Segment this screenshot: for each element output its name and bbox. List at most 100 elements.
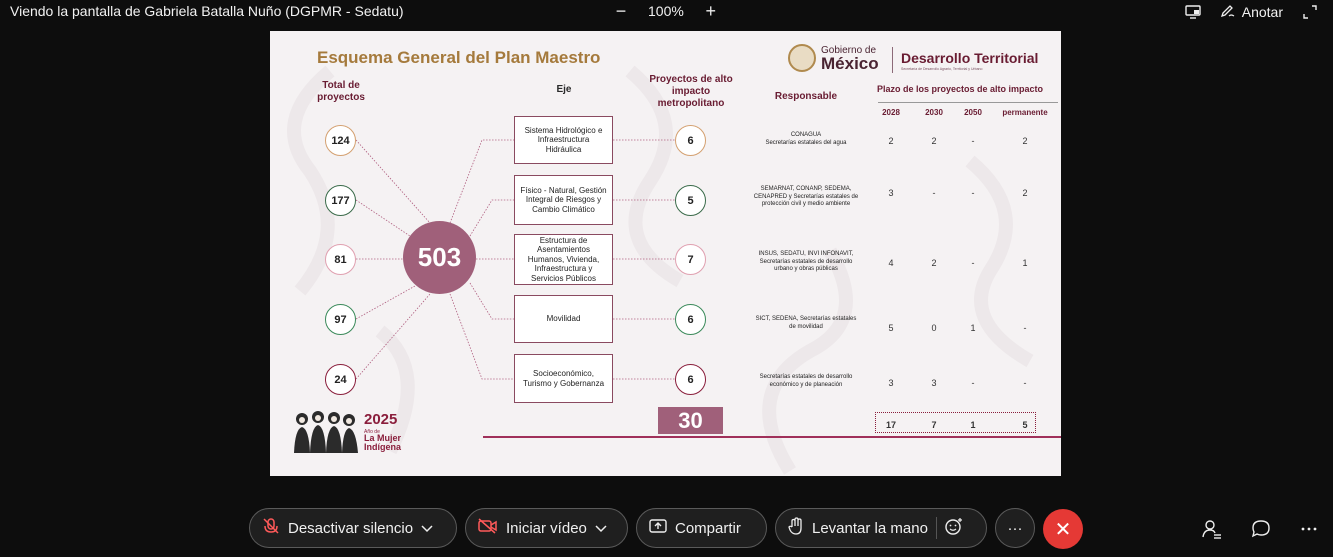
plazo-cell: 2 [931,258,937,268]
pill-divider [935,517,937,539]
logo-divider [892,47,893,73]
screen-view-icon[interactable] [1184,3,1202,21]
end-call-button[interactable]: ✕ [1043,509,1083,549]
mute-label: Desactivar silencio [288,519,414,537]
share-label: Compartir [675,519,741,537]
total-plazo-2030: 7 [931,420,937,430]
plazo-cell: - [971,378,975,388]
plazo-cell: 3 [888,188,894,198]
more-icon: ··· [1007,519,1023,537]
responsable-3: INSUS, SEDATU, INVI INFONAVIT, Secretarí… [758,251,854,272]
year-permanente: permanente [1002,108,1048,117]
total-circle-3: 81 [325,244,356,275]
shared-slide: Esquema General del Plan Maestro Gobiern… [270,31,1061,476]
mexico-seal-icon [788,44,816,72]
desarrollo-territorial-logo: Desarrollo Territorial [901,50,1039,66]
totals-plazo-box [875,412,1036,433]
desarrollo-territorial-subtitle: Secretaría de Desarrollo Agrario, Territ… [901,67,983,71]
meeting-toolbar: Desactivar silencio Iniciar vídeo Compar… [0,504,1333,552]
share-screen-icon [649,518,667,538]
chevron-down-icon[interactable] [421,520,433,537]
raise-hand-button[interactable]: Levantar la mano [775,508,987,548]
plazo-divider [878,102,1058,103]
chevron-down-icon[interactable] [595,520,607,537]
more-icon[interactable] [1298,518,1320,540]
pen-icon [1220,4,1236,21]
proyectos-circle-4: 6 [675,304,706,335]
zoom-controls: − 100% + [612,0,720,21]
total-circle-4: 97 [325,304,356,335]
eje-box-2: Físico - Natural, Gestión Integral de Ri… [514,175,613,225]
proyectos-circle-2: 5 [675,185,706,216]
screen-share-title: Viendo la pantalla de Gabriela Batalla N… [10,3,404,19]
responsable-1: CONAGUA Secretarías estatales del agua [765,132,847,146]
header-total: Total de proyectos [317,80,365,103]
gobierno-mexico-logo: Gobierno de México [788,43,888,75]
total-circle-5: 24 [325,364,356,395]
close-icon: ✕ [1054,518,1072,541]
video-label: Iniciar vídeo [506,519,587,537]
participants-icon[interactable] [1201,518,1223,540]
plazo-cell: 3 [931,378,937,388]
reactions-icon[interactable] [945,517,963,539]
year-badge-sub: Año de [364,429,380,435]
fullscreen-icon[interactable] [1301,3,1319,21]
year-2028: 2028 [882,108,900,117]
eje-box-5: Socioeconómico, Turismo y Gobernanza [514,354,613,403]
header-responsable: Responsable [774,91,838,102]
total-plazo-2028: 17 [885,420,896,430]
proyectos-circle-1: 6 [675,125,706,156]
mute-button[interactable]: Desactivar silencio [249,508,457,548]
zoom-in-button[interactable]: + [705,0,717,21]
responsable-2: SEMARNAT, CONANP, SEDEMA, CENAPRED y Sec… [753,186,859,207]
eje-box-4: Movilidad [514,295,613,343]
year-badge-text: La Mujer Indígena [364,433,402,452]
plazo-cell: - [1023,378,1027,388]
top-right-tools: Anotar [1184,3,1319,21]
plazo-cell: 2 [888,136,894,146]
total-proyectos-box: 30 [658,407,723,434]
share-button[interactable]: Compartir [636,508,767,548]
chat-icon[interactable] [1250,518,1272,540]
video-off-icon [478,518,498,538]
total-plazo-2050: 1 [970,420,976,430]
plazo-cell: 4 [888,258,894,268]
year-badge: 2025 [364,411,398,428]
plazo-cell: 5 [888,323,894,333]
eje-box-1: Sistema Hidrológico e Infraestructura Hi… [514,116,613,164]
top-bar: Viendo la pantalla de Gabriela Batalla N… [0,0,1333,26]
plazo-cell: 2 [1022,136,1028,146]
plazo-cell: 3 [888,378,894,388]
plazo-cell: - [932,188,936,198]
total-circle-2: 177 [325,185,356,216]
raise-hand-label: Levantar la mano [812,519,928,537]
total-circle-1: 124 [325,125,356,156]
plazo-cell: - [1023,323,1027,333]
plazo-cell: 1 [970,323,976,333]
connector-lines [355,139,675,380]
total-plazo-permanente: 5 [1022,420,1028,430]
total-projects-circle: 503 [403,221,476,294]
header-proyectos: Proyectos de alto impacto metropolitano [649,74,733,109]
plazo-cell: - [971,258,975,268]
eje-box-3: Estructura de Asentamientos Humanos, Viv… [514,234,613,285]
plazo-cell: 1 [1022,258,1028,268]
plazo-cell: - [971,188,975,198]
header-plazo: Plazo de los proyectos de alto impacto [876,84,1044,94]
plazo-cell: 2 [931,136,937,146]
plazo-cell: 0 [931,323,937,333]
more-options-button[interactable]: ··· [995,508,1035,548]
mic-off-icon [262,517,280,539]
footer-line [483,436,1061,438]
year-2050: 2050 [964,108,982,117]
responsable-4: SICT, SEDENA, Secretarías estatales de m… [755,316,857,330]
hand-icon [788,517,804,539]
annotate-label: Anotar [1241,4,1283,20]
zoom-out-button[interactable]: − [615,0,627,21]
video-button[interactable]: Iniciar vídeo [465,508,628,548]
annotate-button[interactable]: Anotar [1220,4,1283,21]
year-2030: 2030 [925,108,943,117]
slide-title: Esquema General del Plan Maestro [317,48,601,67]
proyectos-circle-3: 7 [675,244,706,275]
responsable-5: Secretarías estatales de desarrollo econ… [759,374,853,388]
